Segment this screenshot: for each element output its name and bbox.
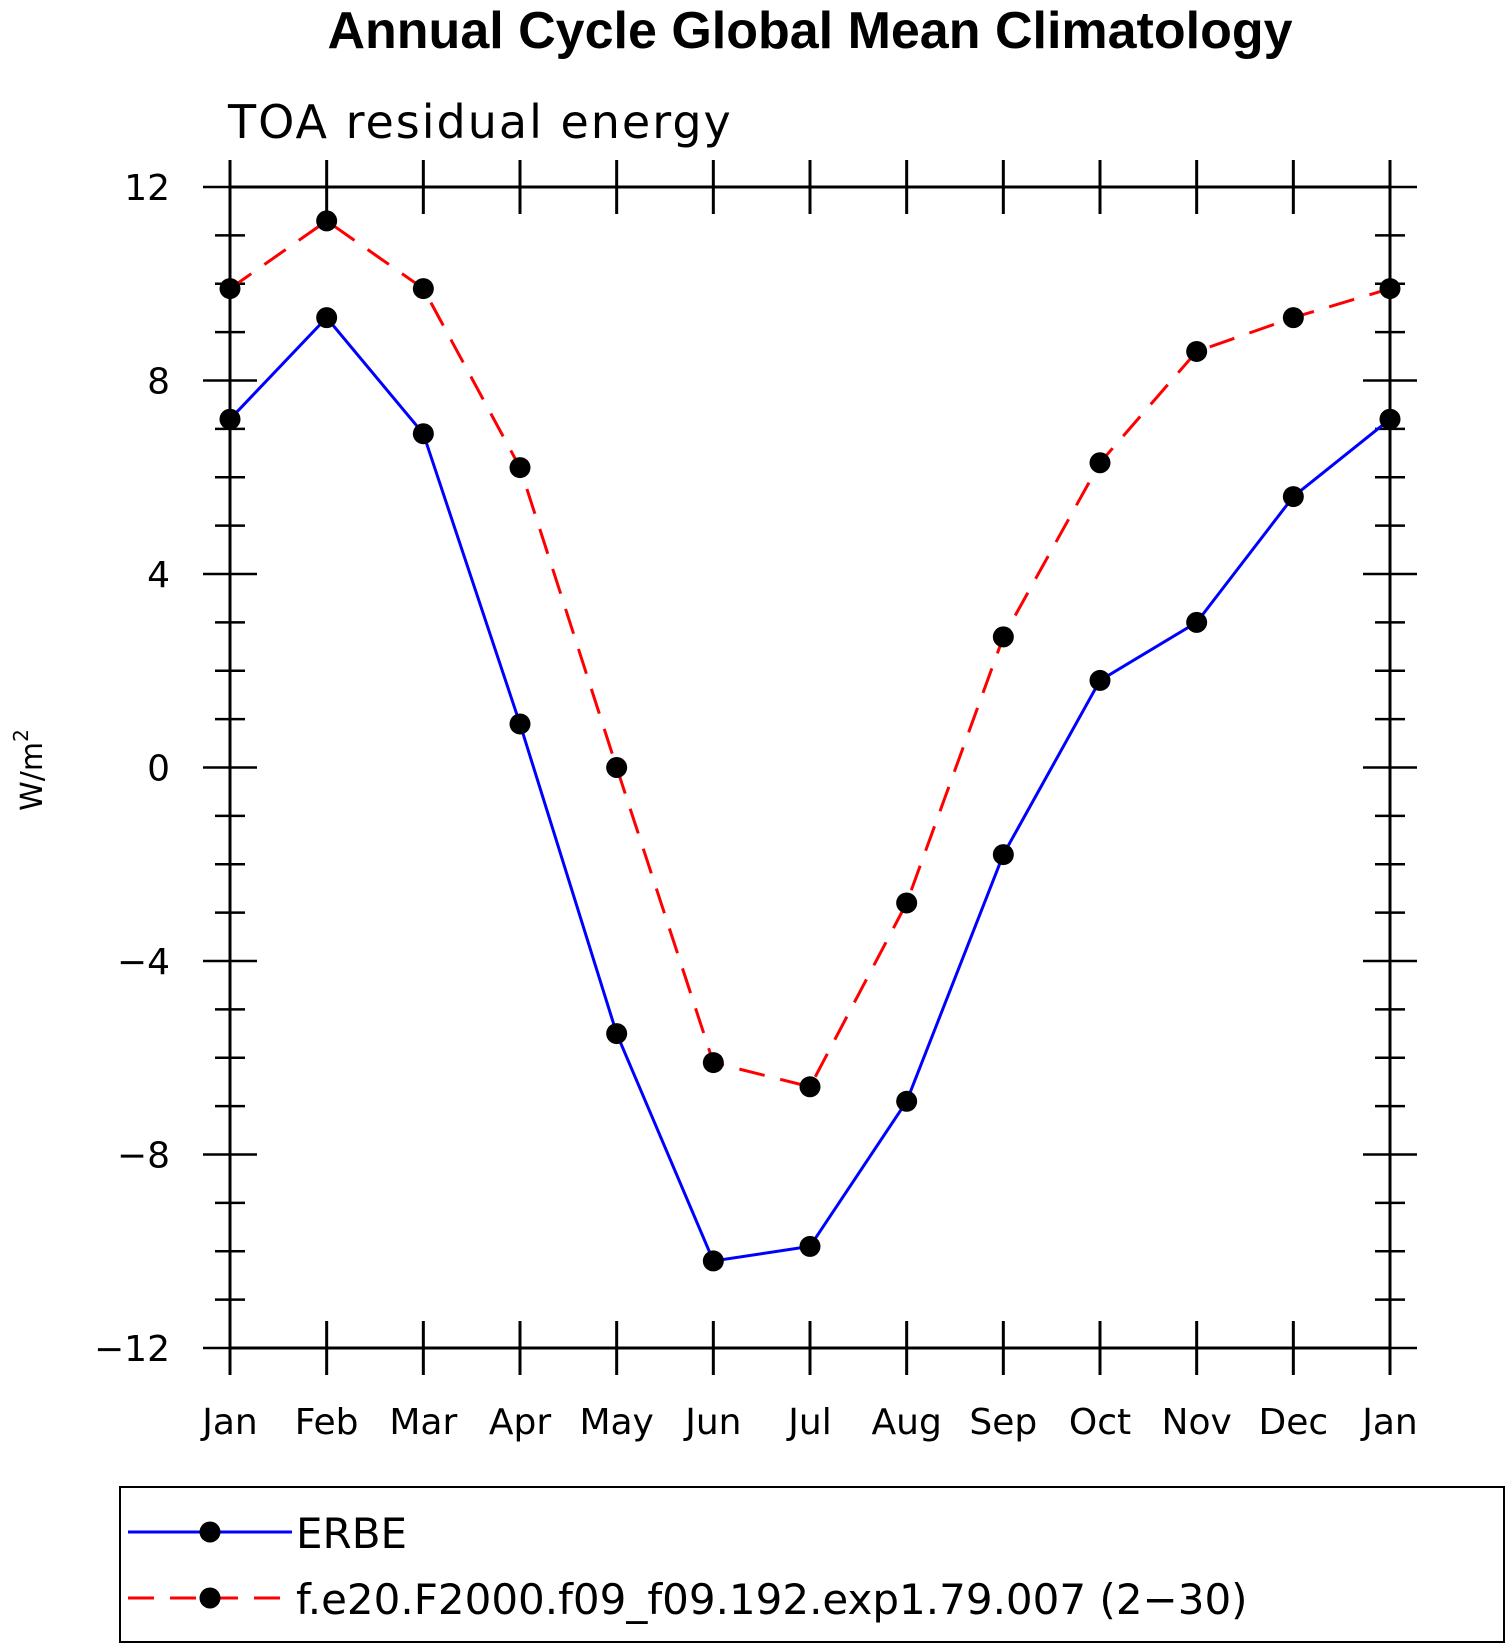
axes: Jan Feb Mar Apr May Jun Jul Aug Sep Oct Nov Dec Jan−… — [94, 160, 1418, 1443]
series-1-point — [799, 1076, 821, 1098]
series-1-point — [1379, 278, 1401, 300]
y-axis-label-superscript: 2 — [9, 729, 33, 742]
y-tick-label: 12 — [124, 168, 170, 209]
x-tick-label: Jul — [786, 1402, 831, 1443]
y-tick-label: −4 — [117, 942, 170, 983]
x-tick-label: Dec — [1258, 1402, 1328, 1443]
y-tick-label: −8 — [117, 1136, 170, 1177]
x-tick-label: Apr — [489, 1402, 551, 1443]
series-1-point — [702, 1052, 724, 1074]
series-0-point — [219, 408, 241, 430]
legend-label-0: ERBE — [296, 1509, 407, 1558]
x-tick-label: Jan — [1360, 1402, 1418, 1443]
y-tick-label: 0 — [147, 749, 170, 790]
y-tick-label: 8 — [147, 362, 170, 403]
chart-subtitle: TOA residual energy — [227, 95, 733, 149]
series-0-point — [1282, 486, 1304, 508]
series-1-point — [1282, 307, 1304, 329]
series-0-point — [1379, 408, 1401, 430]
series-1-point — [412, 278, 434, 300]
legend-marker-1 — [199, 1587, 221, 1609]
x-tick-label: Oct — [1069, 1402, 1131, 1443]
x-tick-label: Jun — [683, 1402, 741, 1443]
series-0-point — [1186, 611, 1208, 633]
series-1-point — [606, 757, 628, 778]
legend-marker-0 — [199, 1521, 221, 1543]
series-1-point — [896, 892, 918, 914]
series-0-point — [412, 423, 434, 445]
x-tick-label: Nov — [1162, 1402, 1232, 1443]
x-tick-label: Mar — [389, 1402, 457, 1443]
series-0-point — [509, 713, 531, 735]
series-1-point — [509, 457, 531, 479]
series-0-point — [316, 307, 338, 329]
y-axis-label: W/m2 — [9, 729, 50, 811]
plot-frame — [228, 185, 1392, 1350]
series-1-point — [1186, 340, 1208, 362]
series-1-point — [992, 626, 1014, 648]
series-1-point — [1089, 452, 1111, 474]
series-line-0 — [228, 315, 1391, 1263]
x-tick-label: Sep — [969, 1402, 1037, 1443]
x-tick-label: Jan — [200, 1402, 258, 1443]
series-0-point — [702, 1250, 724, 1272]
chart-title: Annual Cycle Global Mean Climatology — [327, 2, 1292, 60]
y-tick-label: −12 — [94, 1329, 170, 1370]
legend-label-1: f.e20.F2000.f09_f09.192.exp1.79.007 (2−3… — [296, 1575, 1248, 1624]
series-0-point — [896, 1090, 918, 1112]
series-0-point — [799, 1235, 821, 1257]
x-tick-label: Feb — [295, 1402, 359, 1443]
series-0-point — [1089, 669, 1111, 691]
x-tick-label: Aug — [872, 1402, 942, 1443]
series-1-point — [316, 210, 338, 232]
y-axis-label-base: W/m — [15, 742, 50, 811]
series-line-1 — [229, 219, 1391, 1089]
x-tick-label: May — [579, 1402, 653, 1443]
series-0-point — [992, 844, 1014, 866]
legend-box — [119, 1486, 1505, 1643]
y-tick-label: 4 — [147, 555, 170, 596]
series-layer — [219, 210, 1401, 1272]
series-1-point — [219, 278, 241, 300]
series-0-point — [606, 1023, 628, 1045]
legend: ERBE f.e20.F2000.f09_f09.192.exp1.79.007 … — [119, 1486, 1505, 1643]
